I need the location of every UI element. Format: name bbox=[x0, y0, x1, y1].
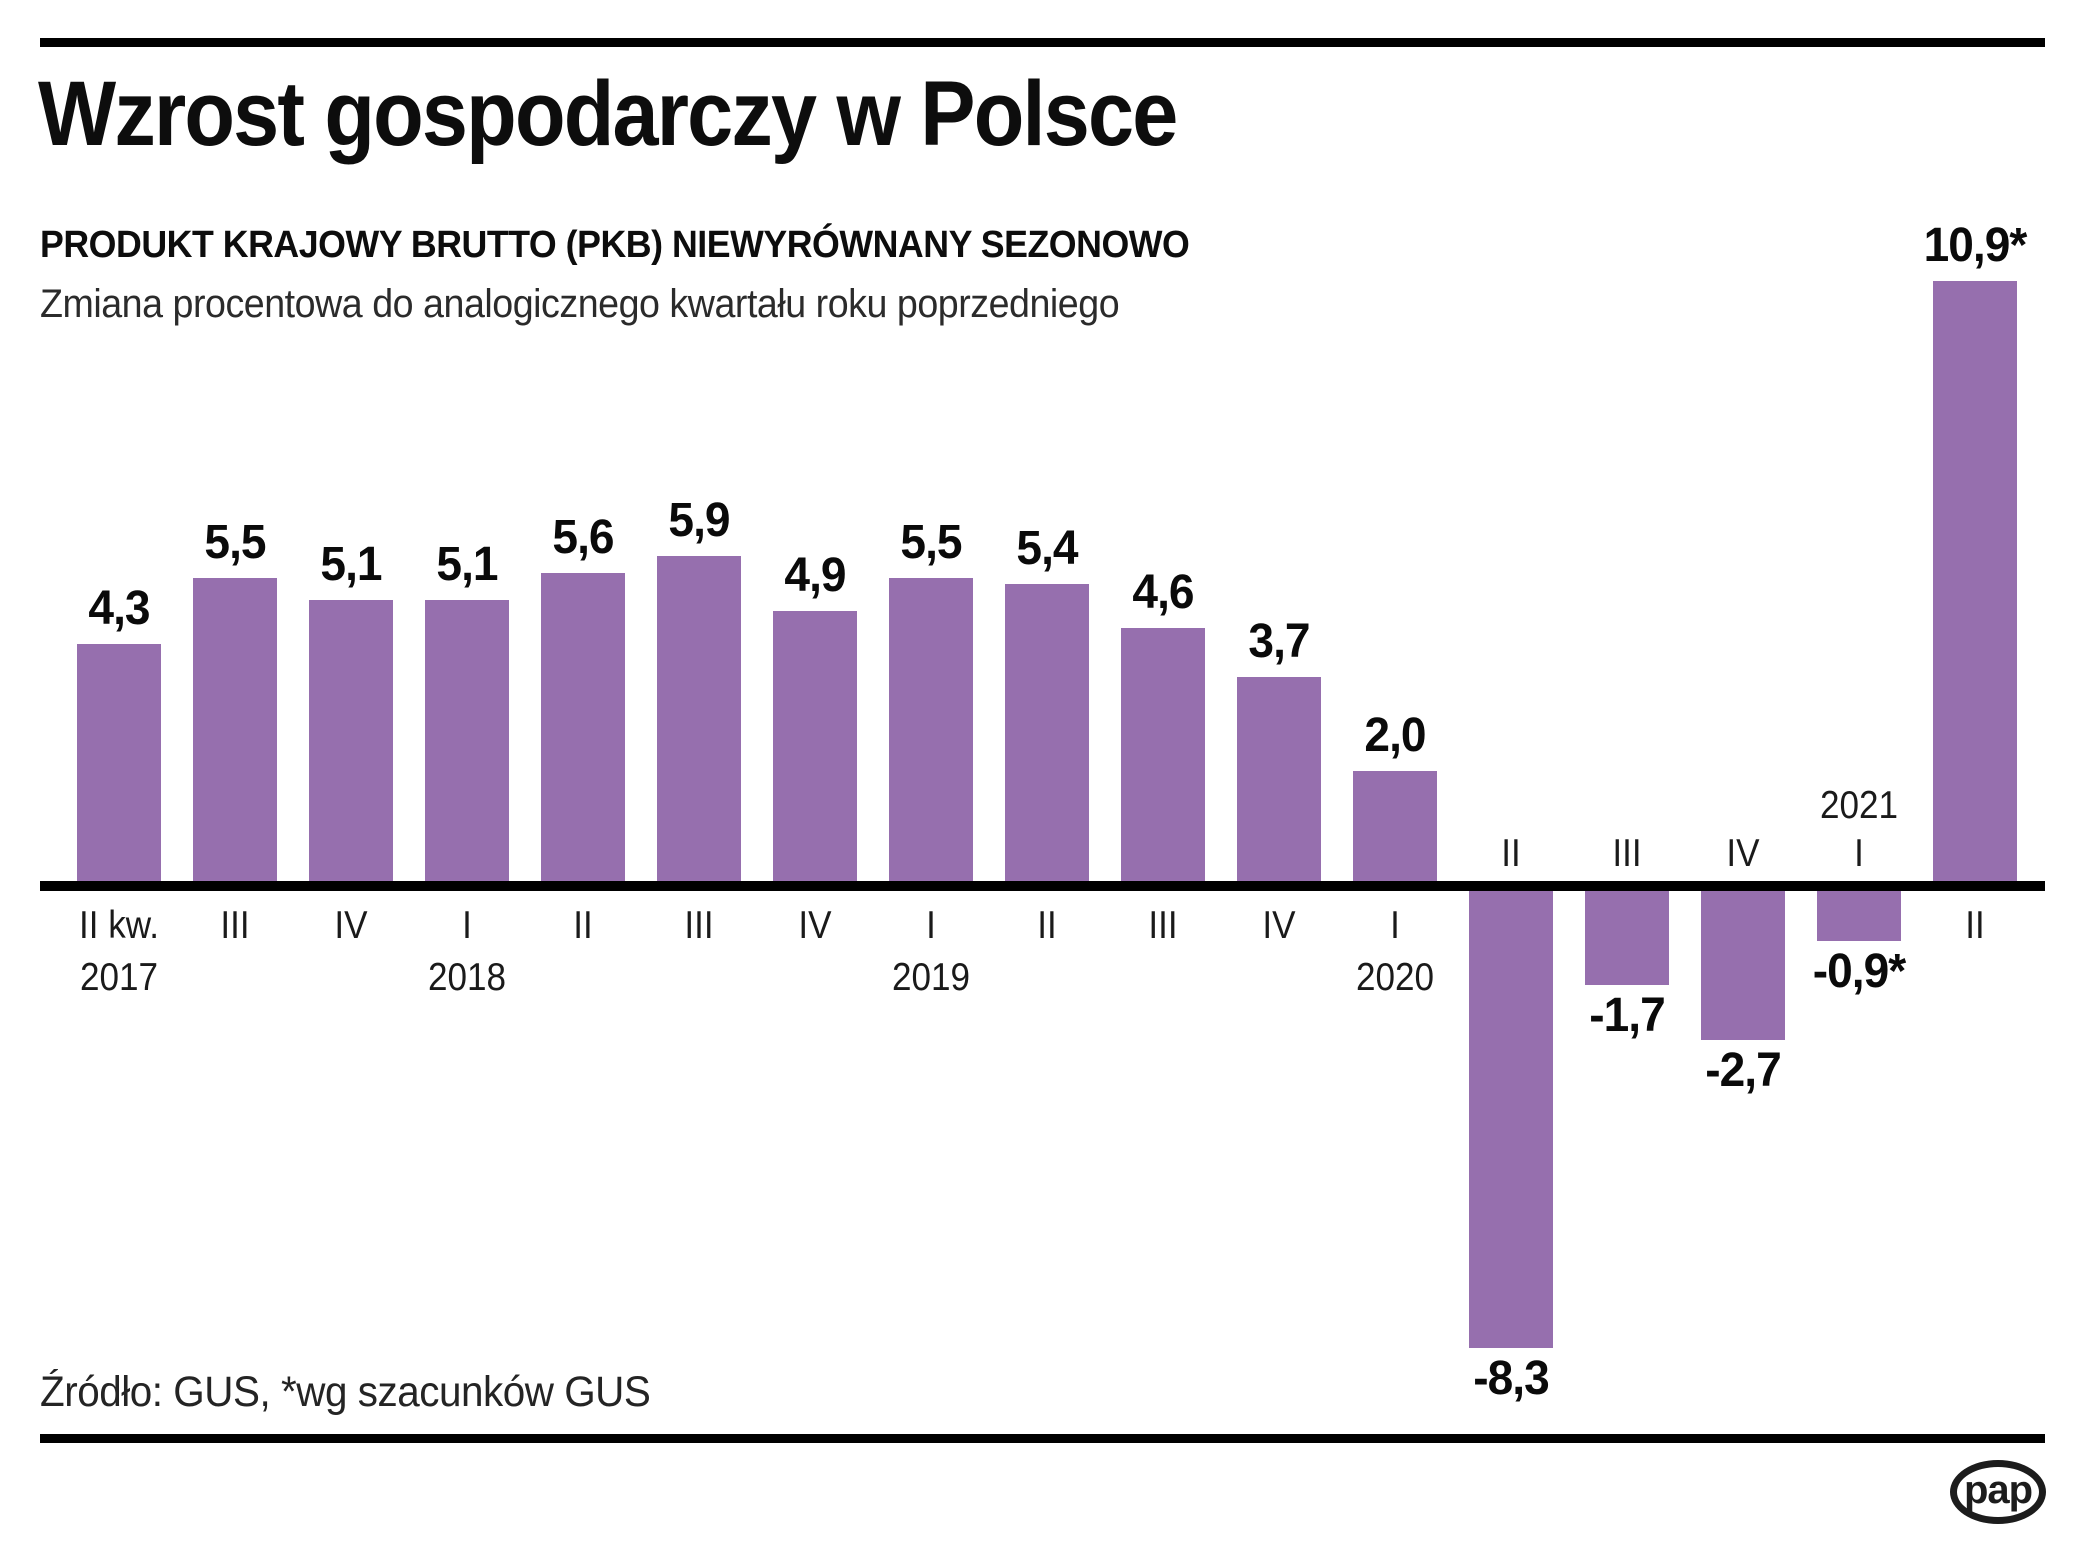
quarter-tick-label: I bbox=[1390, 904, 1400, 947]
value-label: -1,7 bbox=[1589, 989, 1666, 1042]
subtitle-bold: PRODUKT KRAJOWY BRUTTO (PKB) NIEWYRÓWNAN… bbox=[40, 224, 1190, 266]
quarter-tick-label: I bbox=[462, 904, 472, 947]
bar-III-2020 bbox=[1585, 891, 1669, 985]
bar-II-2020 bbox=[1469, 891, 1553, 1348]
bar-II-2019 bbox=[1005, 584, 1089, 881]
quarter-tick-label: II bbox=[1501, 832, 1521, 875]
bar-II-kw--2017 bbox=[77, 644, 161, 881]
quarter-tick-label: I bbox=[1854, 832, 1864, 875]
value-label: -2,7 bbox=[1705, 1044, 1782, 1097]
bar-III-2017 bbox=[193, 578, 277, 881]
value-label: 5,6 bbox=[552, 511, 614, 564]
quarter-tick-label: III bbox=[684, 904, 714, 947]
value-label: 4,9 bbox=[784, 549, 846, 602]
value-label: 3,7 bbox=[1248, 615, 1310, 668]
value-label: 4,3 bbox=[88, 582, 150, 635]
quarter-tick-label: II bbox=[1965, 904, 1985, 947]
year-tick-label: 2017 bbox=[79, 956, 159, 999]
bar-III-2018 bbox=[657, 556, 741, 881]
value-label: 5,5 bbox=[900, 516, 962, 569]
page-title: Wzrost gospodarczy w Polsce bbox=[38, 63, 1178, 165]
bar-IV-2017 bbox=[309, 600, 393, 881]
bar-III-2019 bbox=[1121, 628, 1205, 881]
value-label: 4,6 bbox=[1132, 566, 1194, 619]
value-label: 5,4 bbox=[1016, 522, 1078, 575]
pap-logo-text: pap bbox=[1963, 1468, 2033, 1512]
quarter-tick-label: IV bbox=[798, 904, 832, 947]
quarter-tick-label: IV bbox=[1726, 832, 1760, 875]
value-label: 5,5 bbox=[204, 516, 266, 569]
bar-IV-2019 bbox=[1237, 677, 1321, 881]
quarter-tick-label: II bbox=[573, 904, 593, 947]
quarter-tick-label: III bbox=[220, 904, 250, 947]
bar-I-2020 bbox=[1353, 771, 1437, 881]
bar-I-2018 bbox=[425, 600, 509, 881]
value-label: -0,9* bbox=[1812, 945, 1906, 998]
value-label: 5,1 bbox=[436, 538, 498, 591]
quarter-tick-label: IV bbox=[334, 904, 368, 947]
bar-IV-2018 bbox=[773, 611, 857, 881]
source-note: Źródło: GUS, *wg szacunków GUS bbox=[40, 1368, 651, 1416]
quarter-tick-label: II bbox=[1037, 904, 1057, 947]
year-tick-label: 2021 bbox=[1819, 784, 1899, 827]
quarter-tick-label: III bbox=[1612, 832, 1642, 875]
quarter-tick-label: I bbox=[926, 904, 936, 947]
bar-II-2018 bbox=[541, 573, 625, 881]
year-tick-label: 2018 bbox=[427, 956, 507, 999]
year-tick-label: 2020 bbox=[1355, 956, 1435, 999]
bar-II-2021 bbox=[1933, 281, 2017, 881]
quarter-tick-label: III bbox=[1148, 904, 1178, 947]
subtitle-light: Zmiana procentowa do analogicznego kwart… bbox=[40, 282, 1120, 326]
value-label: 2,0 bbox=[1364, 709, 1426, 762]
bar-IV-2020 bbox=[1701, 891, 1785, 1040]
quarter-tick-label: IV bbox=[1262, 904, 1296, 947]
quarter-tick-label: II kw. bbox=[79, 904, 159, 947]
value-label: -8,3 bbox=[1473, 1352, 1550, 1405]
x-axis-baseline bbox=[40, 881, 2045, 891]
value-label: 10,9* bbox=[1923, 219, 2028, 272]
bar-I-2019 bbox=[889, 578, 973, 881]
year-tick-label: 2019 bbox=[891, 956, 971, 999]
value-label: 5,1 bbox=[320, 538, 382, 591]
top-rule bbox=[40, 38, 2045, 47]
bottom-rule bbox=[40, 1434, 2045, 1443]
bar-I-2021 bbox=[1817, 891, 1901, 941]
pap-logo: pap bbox=[1950, 1460, 2046, 1524]
value-label: 5,9 bbox=[668, 494, 730, 547]
